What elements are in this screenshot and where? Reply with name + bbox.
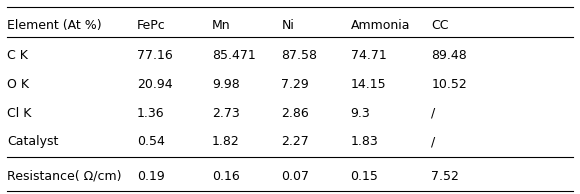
Text: /: / [432, 107, 436, 120]
Text: 1.82: 1.82 [212, 135, 240, 148]
Text: 7.52: 7.52 [432, 170, 459, 183]
Text: 9.3: 9.3 [350, 107, 371, 120]
Text: 85.471: 85.471 [212, 49, 256, 62]
Text: 0.54: 0.54 [137, 135, 165, 148]
Text: Ni: Ni [281, 19, 294, 32]
Text: 2.86: 2.86 [281, 107, 309, 120]
Text: Element (At %): Element (At %) [7, 19, 101, 32]
Text: /: / [432, 135, 436, 148]
Text: 1.36: 1.36 [137, 107, 165, 120]
Text: 1.83: 1.83 [350, 135, 378, 148]
Text: O K: O K [7, 78, 29, 91]
Text: FePc: FePc [137, 19, 166, 32]
Text: 2.73: 2.73 [212, 107, 240, 120]
Text: 10.52: 10.52 [432, 78, 467, 91]
Text: Cl K: Cl K [7, 107, 31, 120]
Text: 0.07: 0.07 [281, 170, 309, 183]
Text: Ammonia: Ammonia [350, 19, 410, 32]
Text: C K: C K [7, 49, 28, 62]
Text: Resistance( Ω/cm): Resistance( Ω/cm) [7, 170, 122, 183]
Text: 0.15: 0.15 [350, 170, 379, 183]
Text: 9.98: 9.98 [212, 78, 240, 91]
Text: 2.27: 2.27 [281, 135, 309, 148]
Text: 0.16: 0.16 [212, 170, 240, 183]
Text: Mn: Mn [212, 19, 231, 32]
Text: 77.16: 77.16 [137, 49, 173, 62]
Text: 87.58: 87.58 [281, 49, 317, 62]
Text: 20.94: 20.94 [137, 78, 173, 91]
Text: Catalyst: Catalyst [7, 135, 59, 148]
Text: 0.19: 0.19 [137, 170, 165, 183]
Text: 74.71: 74.71 [350, 49, 386, 62]
Text: 7.29: 7.29 [281, 78, 309, 91]
Text: 14.15: 14.15 [350, 78, 386, 91]
Text: 89.48: 89.48 [432, 49, 467, 62]
Text: CC: CC [432, 19, 449, 32]
